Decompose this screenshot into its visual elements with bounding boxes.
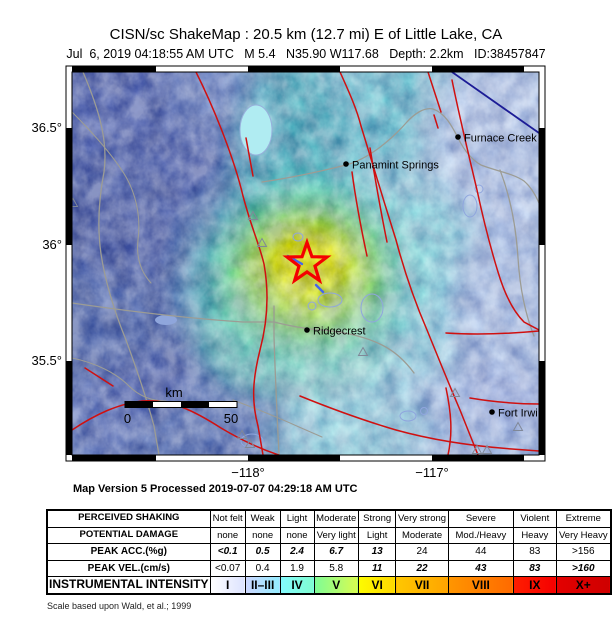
legend-row-damage: POTENTIAL DAMAGE none none none Very lig… — [46, 526, 612, 544]
city-marker-fort-irwin: Fort Irwin — [489, 408, 544, 420]
legend-intensity-cell: V — [313, 576, 359, 594]
legend-intensity-cell: I — [209, 576, 246, 594]
legend-cell: 13 — [357, 543, 397, 561]
legend-cell: Extreme — [555, 509, 612, 528]
legend-cell: >160 — [555, 559, 612, 577]
legend-row-shaking: PERCEIVED SHAKING Not felt Weak Light Mo… — [46, 509, 612, 528]
city-label: Fort Irwin — [498, 408, 544, 420]
legend-cell: 44 — [447, 543, 514, 561]
axis-labels: 36.5° 36° 35.5° −118° −117° — [31, 120, 448, 480]
legend-cell: Violent — [512, 509, 557, 528]
legend-intensity-cell: VIII — [447, 576, 514, 594]
lat-tick-label: 36.5° — [31, 120, 62, 135]
scale-unit-label: km — [165, 385, 182, 400]
legend-cell: 6.7 — [313, 543, 359, 561]
legend-cell: Weak — [244, 509, 281, 528]
legend-row-peak-acc: PEAK ACC.(%g) <0.1 0.5 2.4 6.7 13 24 44 … — [46, 543, 612, 561]
legend-cell: Strong — [357, 509, 397, 528]
legend-cell: 0.4 — [244, 559, 281, 577]
legend-cell: 83 — [512, 543, 557, 561]
map-frame — [65, 65, 546, 462]
legend-cell: none — [279, 526, 315, 544]
legend-intensity-cell: II–III — [244, 576, 281, 594]
terrain-layer — [72, 72, 539, 455]
city-marker-furnace-creek: Furnace Creek R — [455, 133, 548, 145]
map-version-line: Map Version 5 Processed 2019-07-07 04:29… — [73, 483, 358, 495]
event-info-line: Jul 6, 2019 04:18:55 AM UTC M 5.4 N35.90… — [66, 47, 546, 61]
legend-row-intensity: INSTRUMENTAL INTENSITY I II–III IV V VI … — [46, 576, 612, 594]
legend-intensity-cell: VI — [357, 576, 397, 594]
legend-row-header: INSTRUMENTAL INTENSITY — [46, 576, 211, 594]
legend-cell: Severe — [447, 509, 514, 528]
legend-cell: 11 — [357, 559, 397, 577]
lat-tick-label: 35.5° — [31, 353, 62, 368]
legend-cell: 24 — [395, 543, 449, 561]
epicenter-star-icon — [282, 237, 332, 285]
legend-cell: Very Heavy — [555, 526, 612, 544]
lake-outlines — [155, 104, 484, 449]
legend-cell: 1.9 — [279, 559, 315, 577]
legend-intensity-cell: IX — [512, 576, 557, 594]
legend-intensity-cell: VII — [395, 576, 449, 594]
lon-tick-label: −117° — [415, 465, 449, 480]
legend-row-header: PEAK ACC.(%g) — [46, 543, 211, 561]
legend-cell: <0.07 — [209, 559, 246, 577]
scale-bar: km 0 50 — [124, 385, 238, 426]
legend-intensity-cell: IV — [279, 576, 315, 594]
city-marker-ridgecrest: Ridgecrest — [304, 326, 366, 338]
lat-tick-label: 36° — [42, 237, 62, 252]
shakemap-map: Panamint Springs Furnace Creek R Ridgecr… — [31, 65, 548, 480]
legend-cell: Light — [279, 509, 315, 528]
legend-row-header: PERCEIVED SHAKING — [46, 509, 211, 528]
legend-cell: 43 — [447, 559, 514, 577]
legend-cell: Very light — [313, 526, 359, 544]
city-label: Panamint Springs — [352, 160, 439, 172]
city-label: Ridgecrest — [313, 326, 366, 338]
legend-cell: 83 — [512, 559, 557, 577]
city-marker-panamint-springs: Panamint Springs — [343, 160, 439, 172]
legend-cell: Heavy — [512, 526, 557, 544]
intensity-legend-table: PERCEIVED SHAKING Not felt Weak Light Mo… — [46, 509, 612, 595]
station-triangle-icons — [72, 197, 524, 454]
legend-row-peak-vel: PEAK VEL.(cm/s) <0.07 0.4 1.9 5.8 11 22 … — [46, 559, 612, 577]
legend-cell: Moderate — [395, 526, 449, 544]
page-title: CISN/sc ShakeMap : 20.5 km (12.7 mi) E o… — [109, 26, 503, 43]
legend-cell: 5.8 — [313, 559, 359, 577]
legend-row-header: POTENTIAL DAMAGE — [46, 526, 211, 544]
legend-cell: Not felt — [209, 509, 246, 528]
legend-cell: none — [209, 526, 246, 544]
legend-cell: Moderate — [313, 509, 359, 528]
city-label: Furnace Creek R — [464, 133, 548, 145]
legend-row-header: PEAK VEL.(cm/s) — [46, 559, 211, 577]
legend-cell: 0.5 — [244, 543, 281, 561]
legend-cell: >156 — [555, 543, 612, 561]
scale-min-label: 0 — [124, 411, 131, 426]
lon-tick-label: −118° — [231, 465, 265, 480]
legend-cell: none — [244, 526, 281, 544]
legend-cell: <0.1 — [209, 543, 246, 561]
legend-footnote: Scale based upon Wald, et al.; 1999 — [47, 601, 192, 611]
scale-max-label: 50 — [224, 411, 238, 426]
legend-cell: Light — [357, 526, 397, 544]
legend-cell: 2.4 — [279, 543, 315, 561]
legend-cell: 22 — [395, 559, 449, 577]
legend-intensity-cell: X+ — [555, 576, 612, 594]
state-border-line — [451, 72, 539, 134]
legend-cell: Mod./Heavy — [447, 526, 514, 544]
legend-cell: Very strong — [395, 509, 449, 528]
